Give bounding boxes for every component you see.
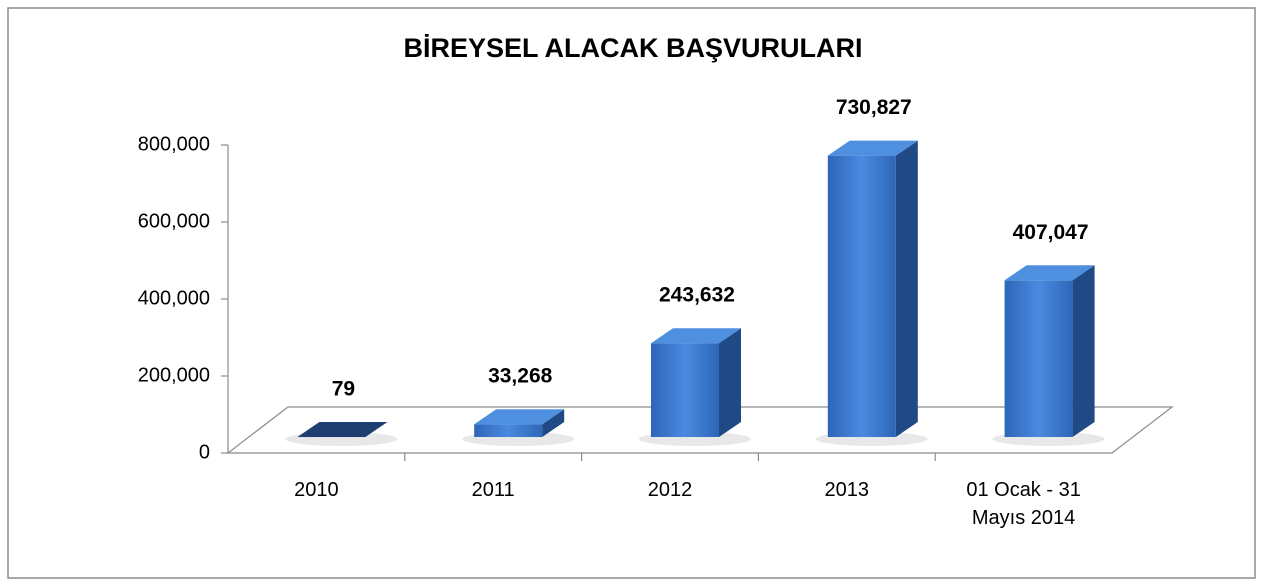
bar-side: [542, 409, 565, 437]
bar-side: [895, 140, 918, 438]
value-label: 33,268: [488, 365, 553, 388]
y-tick-label: 800,000: [138, 133, 210, 155]
bar-top: [474, 409, 565, 425]
bar-top: [651, 328, 741, 344]
bar: [1004, 280, 1073, 437]
bar-top: [827, 140, 918, 156]
value-label: 243,632: [659, 284, 735, 307]
x-tick-label: 01 Ocak - 31 Mayıs 2014: [966, 479, 1081, 529]
x-tick-label: 2013: [824, 479, 870, 501]
y-tick-label: 400,000: [138, 287, 210, 309]
y-tick-label: 600,000: [138, 210, 210, 232]
bar: [651, 343, 719, 437]
x-tick-label: 2010: [294, 479, 339, 501]
value-label: 79: [332, 378, 355, 401]
y-tick-label: 200,000: [138, 364, 210, 386]
value-label: 730,827: [836, 96, 912, 119]
x-tick-label: 2011: [471, 479, 515, 501]
bar-side: [365, 421, 388, 437]
value-label: 407,047: [1013, 221, 1089, 244]
bar-top: [1004, 265, 1095, 281]
chart-title: BİREYSEL ALACAK BAŞVURULARI: [403, 33, 862, 63]
bar: [827, 155, 896, 438]
bar-top: [297, 421, 388, 437]
y-tick-label: 0: [199, 441, 210, 463]
bar: [474, 424, 543, 437]
bar-side: [1072, 265, 1095, 437]
x-tick-label: 2012: [647, 479, 693, 501]
bar-side: [719, 328, 741, 437]
